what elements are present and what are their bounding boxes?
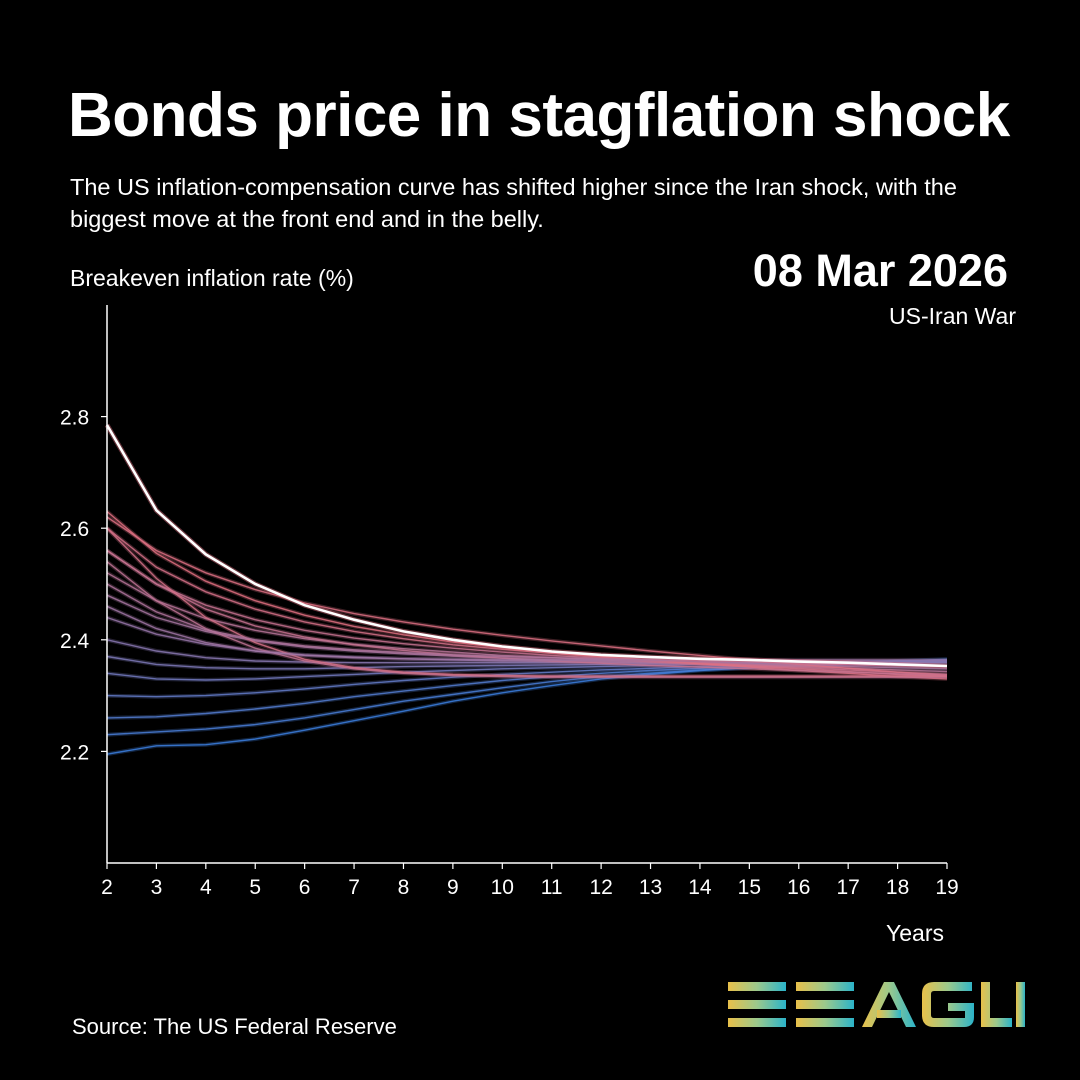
current-curve	[104, 423, 948, 669]
history-curve	[106, 516, 948, 677]
x-tick-label: 8	[398, 876, 410, 899]
y-tick-label: 2.6	[60, 518, 89, 541]
date-label: 08 Mar 2026	[752, 245, 1008, 296]
page-subtitle: The US inflation-compensation curve has …	[70, 174, 957, 232]
y-tick-label: 2.4	[60, 630, 90, 653]
x-tick-label: 4	[200, 876, 212, 899]
y-axis-label: Breakeven inflation rate (%)	[70, 265, 354, 291]
history-curve	[106, 549, 948, 676]
x-tick-label: 18	[886, 876, 909, 899]
history-curves	[105, 509, 948, 757]
source-note: Source: The US Federal Reserve	[72, 1014, 397, 1039]
x-tick-label: 16	[787, 876, 810, 899]
x-tick-label: 12	[589, 876, 612, 899]
y-tick-label: 2.8	[60, 407, 89, 430]
history-curve	[106, 605, 947, 661]
x-tick-label: 14	[688, 876, 712, 899]
axes	[106, 305, 947, 864]
history-curve	[106, 527, 948, 678]
x-tick-label: 6	[299, 876, 311, 899]
history-curve	[106, 561, 947, 678]
x-tick-label: 15	[738, 876, 761, 899]
x-tick-label: 9	[447, 876, 459, 899]
x-tick-label: 5	[249, 876, 261, 899]
x-tick-label: 7	[348, 876, 360, 899]
x-tick-label: 19	[935, 876, 958, 899]
x-tick-label: 11	[541, 876, 563, 899]
brand-logo	[728, 982, 1025, 1027]
history-curve	[106, 583, 948, 668]
x-tick-label: 3	[151, 876, 163, 899]
event-label: US-Iran War	[889, 303, 1016, 329]
x-axis-label: Years	[886, 920, 944, 946]
y-tick-label: 2.2	[60, 741, 89, 764]
current-curve-line	[105, 424, 948, 668]
x-tick-label: 10	[491, 876, 514, 899]
y-axis-ticks: 2.2 2.4 2.6 2.8	[60, 407, 107, 764]
x-tick-label: 2	[101, 876, 113, 899]
x-tick-label: 17	[836, 876, 859, 899]
page-title: Bonds price in stagflation shock	[68, 81, 1010, 150]
x-axis-ticks: 2 3 4 5 6 7 8 9 10 11 12 13 14 15 16 17 18 19	[101, 863, 959, 899]
x-tick-label: 13	[639, 876, 662, 899]
